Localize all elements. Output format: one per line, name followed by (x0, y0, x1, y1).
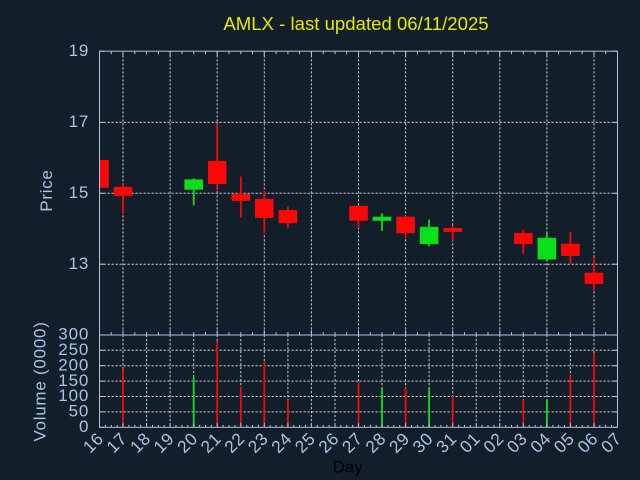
svg-text:50: 50 (69, 402, 90, 421)
svg-text:Price: Price (37, 169, 56, 211)
svg-text:300: 300 (58, 325, 89, 344)
svg-text:15: 15 (69, 183, 90, 202)
svg-text:Day: Day (333, 457, 364, 476)
svg-text:100: 100 (58, 386, 89, 405)
svg-text:17: 17 (69, 112, 90, 131)
svg-text:0: 0 (79, 417, 89, 436)
svg-text:150: 150 (58, 371, 89, 390)
svg-text:19: 19 (69, 41, 90, 60)
svg-text:13: 13 (69, 254, 90, 273)
svg-text:250: 250 (58, 340, 89, 359)
svg-text:AMLX - last updated 06/11/2025: AMLX - last updated 06/11/2025 (223, 13, 488, 34)
svg-text:200: 200 (58, 355, 89, 374)
svg-text:Volume (0000): Volume (0000) (31, 321, 50, 441)
